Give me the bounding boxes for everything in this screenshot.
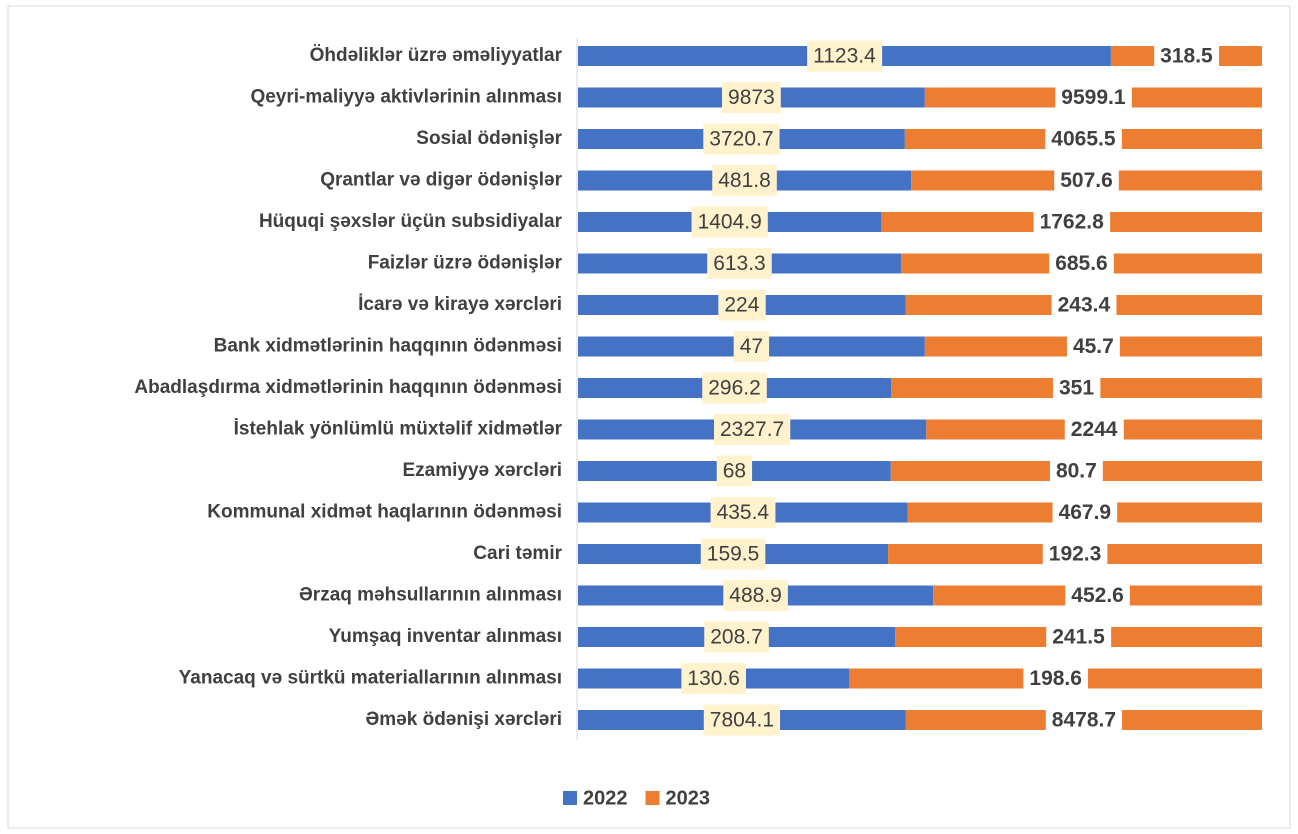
label-background — [714, 414, 791, 446]
label-background — [1052, 372, 1101, 404]
data-label: 507.6 — [1060, 169, 1113, 192]
data-label: 198.6 — [1029, 667, 1082, 690]
data-label: 192.3 — [1049, 543, 1102, 566]
label-background — [1042, 538, 1108, 570]
data-label: 68 — [723, 460, 746, 483]
label-background — [703, 123, 780, 155]
category-label: Yanacaq və sürtkü materiallarının alınma… — [179, 668, 562, 689]
data-label: 9599.1 — [1061, 86, 1126, 109]
data-label: 296.2 — [708, 377, 761, 400]
label-background — [704, 621, 769, 653]
category-label: Cari təmir — [473, 543, 562, 564]
data-label: 47 — [740, 335, 763, 358]
label-background — [691, 206, 768, 238]
data-label: 243.4 — [1058, 294, 1111, 317]
data-label: 208.7 — [710, 626, 763, 649]
label-background — [700, 538, 766, 570]
data-label: 2244 — [1071, 418, 1118, 441]
category-label: Ərzaq məhsullarının alınması — [299, 585, 562, 606]
label-background — [1046, 621, 1112, 653]
label-background — [1023, 663, 1088, 695]
data-label: 613.3 — [713, 252, 766, 275]
category-label: Hüquqi şəxslər üçün subsidiyalar — [259, 211, 563, 232]
data-label: 241.5 — [1052, 626, 1105, 649]
label-background — [722, 82, 781, 114]
legend-label: 2023 — [666, 787, 711, 809]
data-label: 467.9 — [1059, 501, 1112, 524]
label-background — [1065, 580, 1130, 612]
data-label: 351 — [1059, 377, 1094, 400]
label-background — [1049, 455, 1103, 487]
label-background — [1045, 704, 1123, 736]
label-background — [1064, 414, 1124, 446]
data-label: 452.6 — [1071, 584, 1124, 607]
label-background — [1054, 165, 1119, 197]
label-background — [710, 497, 776, 529]
label-background — [1051, 289, 1117, 321]
data-label: 9873 — [728, 86, 775, 109]
category-label: Əmək ödənişi xərcləri — [365, 709, 562, 730]
category-label: Kommunal xidmət haqlarının ödənməsi — [207, 502, 562, 523]
data-label: 45.7 — [1073, 335, 1114, 358]
label-background — [1066, 331, 1120, 363]
label-background — [1045, 123, 1122, 155]
data-label: 3720.7 — [709, 128, 773, 151]
category-label: İstehlak yönlümlü müxtəlif xidmətlər — [234, 419, 563, 440]
data-label: 1123.4 — [813, 45, 876, 68]
category-label: Öhdəliklər üzrə əməliyyatlar — [310, 45, 563, 66]
data-label: 488.9 — [729, 584, 782, 607]
data-label: 318.5 — [1160, 45, 1213, 68]
data-label: 224 — [724, 294, 759, 317]
category-label: Yumşaq inventar alınması — [329, 626, 562, 647]
data-label: 7804.1 — [710, 709, 774, 732]
label-background — [702, 372, 767, 404]
label-background — [703, 704, 781, 736]
data-label: 481.8 — [718, 169, 771, 192]
data-label: 4065.5 — [1051, 128, 1116, 151]
label-background — [1033, 206, 1111, 238]
data-label: 685.6 — [1055, 252, 1108, 275]
category-label: Sosial ödənişlər — [416, 128, 562, 149]
category-label: Qeyri-maliyyə aktivlərinin alınması — [250, 87, 562, 108]
data-label: 159.5 — [707, 543, 760, 566]
label-background — [733, 331, 770, 363]
label-background — [707, 248, 772, 280]
data-label: 1762.8 — [1040, 211, 1105, 234]
data-label: 435.4 — [717, 501, 770, 524]
category-label: Faizlər üzrə ödənişlər — [368, 253, 563, 274]
label-background — [1052, 497, 1118, 529]
legend-swatch — [645, 791, 660, 805]
label-background — [716, 455, 753, 487]
data-label: 2327.7 — [720, 418, 784, 441]
label-background — [1049, 248, 1114, 280]
label-background — [1055, 82, 1132, 114]
label-background — [807, 40, 883, 72]
category-label: İcarə və kirayə xərcləri — [358, 294, 562, 315]
data-label: 80.7 — [1056, 460, 1097, 483]
category-label: Qrantlar və digər ödənişlər — [320, 170, 562, 191]
label-background — [718, 289, 766, 321]
legend-label: 2022 — [583, 787, 628, 809]
category-label: Abadlaşdırma xidmətlərinin haqqının ödən… — [134, 377, 562, 398]
label-background — [1154, 40, 1220, 72]
label-background — [681, 663, 746, 695]
data-label: 8478.7 — [1052, 709, 1116, 732]
label-background — [712, 165, 777, 197]
legend-swatch — [563, 791, 577, 805]
label-background — [723, 580, 788, 612]
data-label: 1404.9 — [698, 211, 762, 234]
category-label: Bank xidmətlərinin haqqının ödənməsi — [214, 336, 562, 357]
category-label: Ezamiyyə xərcləri — [402, 460, 562, 481]
data-label: 130.6 — [687, 667, 740, 690]
